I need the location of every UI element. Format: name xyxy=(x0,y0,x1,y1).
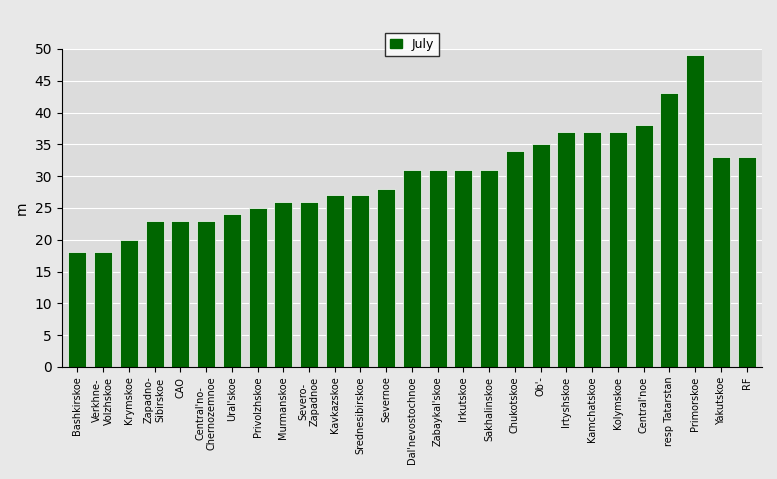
Legend: July: July xyxy=(385,33,439,56)
Bar xyxy=(223,214,241,367)
Bar xyxy=(660,93,678,367)
Bar xyxy=(429,170,447,367)
Y-axis label: m: m xyxy=(15,201,29,215)
Bar xyxy=(197,221,215,367)
Bar xyxy=(274,202,292,367)
Bar xyxy=(351,195,370,367)
Bar xyxy=(377,189,395,367)
Bar xyxy=(506,151,524,367)
Bar xyxy=(249,208,267,367)
Bar xyxy=(635,125,653,367)
Bar xyxy=(712,157,730,367)
Bar xyxy=(94,252,112,367)
Bar xyxy=(300,202,318,367)
Bar xyxy=(455,170,472,367)
Bar xyxy=(403,170,421,367)
Bar xyxy=(609,132,627,367)
Bar xyxy=(68,252,86,367)
Bar xyxy=(480,170,498,367)
Bar xyxy=(171,221,190,367)
Bar xyxy=(737,157,755,367)
Bar xyxy=(531,144,549,367)
Bar xyxy=(686,55,704,367)
Bar xyxy=(557,132,576,367)
Bar xyxy=(583,132,601,367)
Bar xyxy=(120,240,138,367)
Bar xyxy=(326,195,343,367)
Bar xyxy=(145,221,164,367)
